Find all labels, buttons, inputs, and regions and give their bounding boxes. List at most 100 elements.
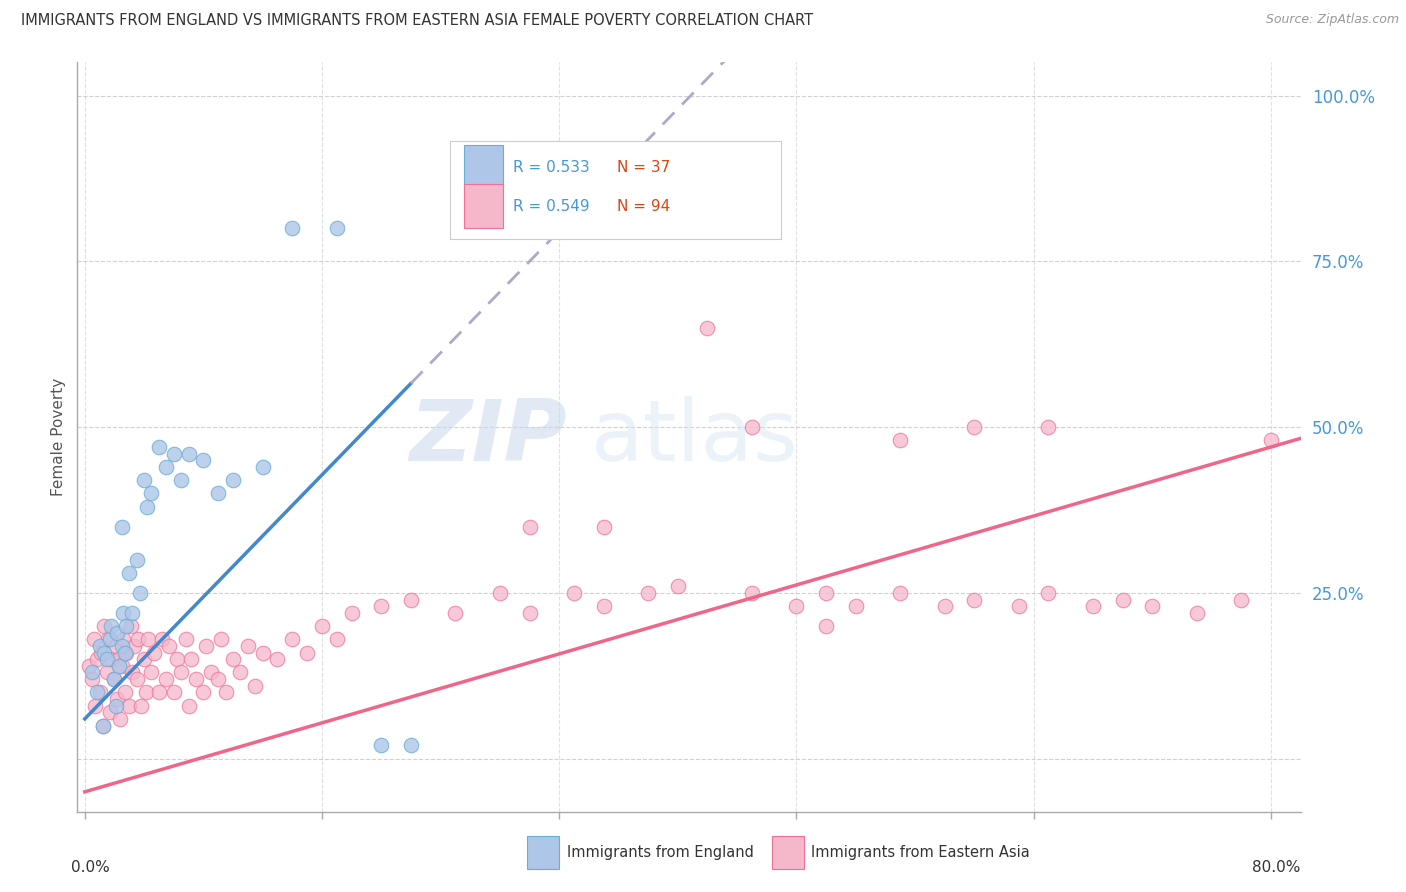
Point (121, 606, 143, 620)
FancyBboxPatch shape (464, 185, 503, 228)
Point (104, 698, 127, 713)
Point (340, 606, 363, 620)
Point (399, 592, 422, 607)
Point (266, 652, 288, 666)
Text: 0.0%: 0.0% (72, 861, 110, 875)
Point (252, 459, 274, 474)
Point (207, 672, 229, 686)
Point (91, 718, 114, 732)
Point (174, 632, 197, 647)
Point (741, 586, 763, 600)
Point (141, 665, 163, 680)
Point (96, 652, 118, 666)
Point (1008, 599, 1031, 614)
Point (889, 434, 911, 448)
Point (103, 672, 125, 686)
FancyBboxPatch shape (772, 837, 804, 870)
Point (214, 685, 236, 699)
Point (519, 606, 541, 620)
Point (112, 606, 135, 620)
Point (741, 420, 763, 434)
Point (1230, 592, 1253, 607)
Point (86, 685, 108, 699)
Text: Source: ZipAtlas.com: Source: ZipAtlas.com (1265, 13, 1399, 27)
Point (489, 586, 512, 600)
Point (229, 665, 252, 680)
Point (963, 592, 986, 607)
Point (963, 420, 986, 434)
Point (157, 639, 180, 653)
Point (222, 473, 245, 487)
FancyBboxPatch shape (450, 141, 780, 238)
Point (193, 453, 215, 467)
Y-axis label: Female Poverty: Female Poverty (51, 378, 66, 496)
Point (114, 646, 136, 660)
Point (148, 440, 170, 454)
Point (1111, 592, 1133, 607)
Point (295, 646, 318, 660)
Point (125, 553, 148, 567)
Point (91, 718, 114, 732)
Point (105, 692, 128, 706)
Point (170, 665, 193, 680)
Point (129, 698, 152, 713)
Point (1038, 420, 1060, 434)
Point (1142, 599, 1164, 614)
Point (141, 486, 163, 500)
Point (326, 632, 349, 647)
Point (155, 459, 177, 474)
Point (110, 712, 132, 726)
Point (125, 672, 148, 686)
Point (111, 658, 134, 673)
Point (138, 632, 160, 647)
Point (592, 599, 614, 614)
Point (93, 619, 115, 633)
Point (281, 221, 304, 235)
Point (311, 619, 333, 633)
Text: 80.0%: 80.0% (1253, 861, 1301, 875)
Text: R = 0.533: R = 0.533 (513, 160, 589, 175)
Point (637, 586, 659, 600)
Point (114, 685, 136, 699)
Point (118, 698, 141, 713)
Text: atlas: atlas (591, 395, 799, 479)
Point (1081, 599, 1104, 614)
Text: Immigrants from England: Immigrants from England (567, 846, 754, 861)
Point (89, 685, 111, 699)
Point (785, 599, 807, 614)
Point (100, 652, 122, 666)
Point (118, 566, 141, 580)
Point (111, 639, 134, 653)
Point (177, 447, 200, 461)
Point (122, 639, 145, 653)
Point (121, 665, 143, 680)
Text: Immigrants from Eastern Asia: Immigrants from Eastern Asia (811, 846, 1031, 861)
Point (148, 685, 170, 699)
Point (103, 672, 125, 686)
Point (222, 652, 245, 666)
Point (666, 579, 689, 593)
Point (245, 679, 267, 693)
Point (108, 658, 131, 673)
Point (96, 665, 118, 680)
Point (108, 652, 131, 666)
Point (399, 739, 422, 753)
Point (112, 632, 135, 647)
Point (592, 519, 614, 533)
Point (132, 652, 155, 666)
Point (207, 486, 229, 500)
Point (155, 672, 177, 686)
Point (90, 646, 112, 660)
Point (519, 519, 541, 533)
Point (77, 658, 100, 673)
Point (170, 473, 193, 487)
Point (1260, 434, 1282, 448)
Point (82, 665, 104, 680)
Point (562, 586, 585, 600)
Point (128, 586, 150, 600)
Point (111, 519, 134, 533)
Point (100, 619, 122, 633)
Point (934, 599, 956, 614)
Point (252, 646, 274, 660)
Point (166, 652, 188, 666)
